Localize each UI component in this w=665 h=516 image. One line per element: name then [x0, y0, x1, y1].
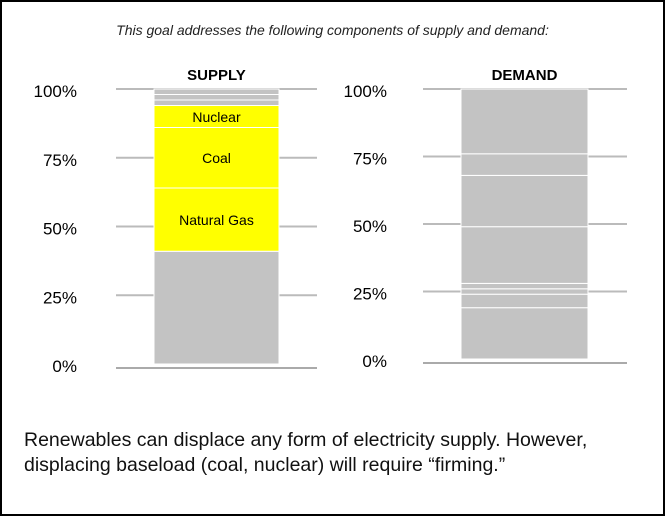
segment-label: Coal — [202, 149, 231, 166]
segment-label-box: Natural Gas — [179, 211, 254, 228]
bar-segment — [460, 307, 589, 360]
segment-label: Natural Gas — [179, 211, 254, 228]
segment-label: Nuclear — [192, 108, 241, 125]
bar-segment — [153, 250, 280, 365]
bar-segment — [153, 88, 280, 95]
bar-segment — [153, 127, 280, 189]
bar-segment — [153, 94, 280, 101]
bar-segment — [460, 226, 589, 284]
chart-title: SUPPLY — [187, 67, 246, 84]
y-tick-label: 25% — [353, 285, 387, 304]
segment-label-box: Nuclear — [192, 108, 241, 125]
footer-text: Renewables can displace any form of elec… — [24, 429, 588, 476]
y-tick-label: 100% — [344, 82, 387, 101]
bar-segment — [460, 282, 589, 290]
bar-segment — [153, 99, 280, 106]
bar-segment — [460, 153, 589, 176]
bar-segment — [153, 187, 280, 252]
y-tick-label: 50% — [353, 217, 387, 236]
y-tick-label: 25% — [43, 288, 77, 307]
y-tick-label: 50% — [43, 220, 77, 239]
bar-segment — [460, 174, 589, 228]
y-tick-label: 75% — [43, 151, 77, 170]
chart: SUPPLY 0% 25% 50% 75% 100% Natural Gas Coal Nucl… — [34, 67, 627, 376]
y-tick-label: 0% — [362, 352, 387, 371]
segment-label-box: Coal — [202, 149, 231, 166]
bar-segment — [460, 288, 589, 295]
bar-segment — [460, 88, 589, 155]
y-tick-label: 0% — [52, 357, 77, 376]
y-tick-label: 100% — [34, 82, 77, 101]
caption: This goal addresses the following compon… — [116, 22, 549, 38]
bar-segment — [460, 293, 589, 309]
chart-title: DEMAND — [492, 67, 558, 84]
y-tick-label: 75% — [353, 150, 387, 169]
